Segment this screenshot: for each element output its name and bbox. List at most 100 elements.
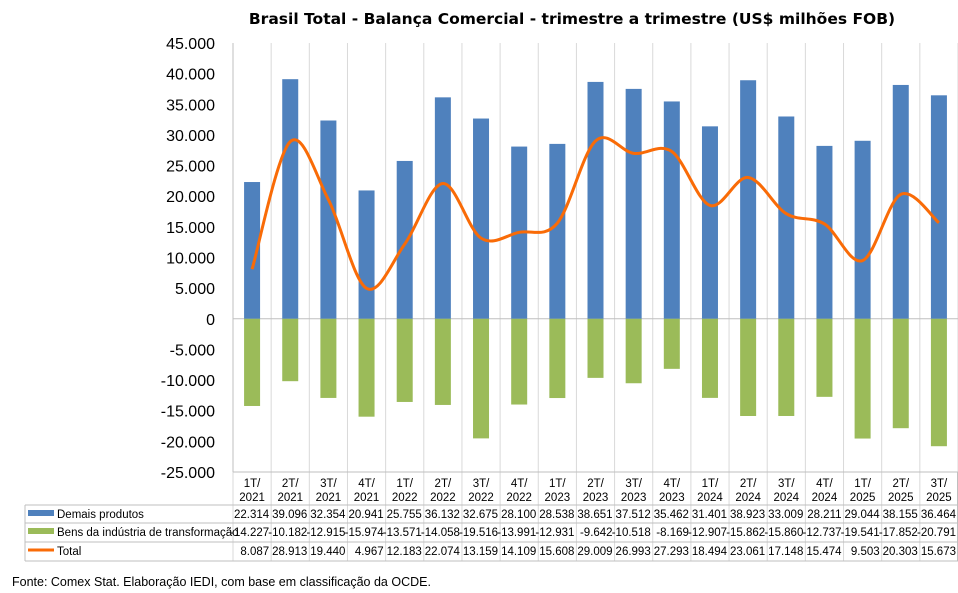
legend-key — [28, 510, 54, 516]
category-label: 2025 — [926, 492, 952, 504]
bar-bens-industria — [740, 318, 757, 416]
y-tick-label: -20.000 — [161, 434, 215, 451]
y-tick-label: 10.000 — [166, 251, 215, 268]
table-cell: 15.673 — [921, 546, 956, 558]
category-label: 3T/ — [625, 478, 642, 490]
table-cell: 32.354 — [310, 509, 346, 521]
category-label: 2022 — [430, 492, 456, 504]
table-cell: -8.169 — [656, 527, 689, 539]
table-cell: -12.907 — [688, 527, 727, 539]
table-cell: -12.737 — [803, 527, 842, 539]
table-cell: 31.401 — [692, 509, 727, 521]
table-cell: 25.755 — [387, 509, 422, 521]
table-cell: 28.538 — [539, 509, 574, 521]
table-cell: 20.941 — [348, 509, 383, 521]
table-cell: -12.931 — [535, 527, 574, 539]
table-cell: 33.009 — [768, 509, 803, 521]
category-label: 2023 — [621, 492, 647, 504]
category-label: 2021 — [354, 492, 380, 504]
category-label: 2T/ — [282, 478, 299, 490]
category-label: 3T/ — [320, 478, 337, 490]
category-label: 2022 — [506, 492, 532, 504]
category-label: 2025 — [850, 492, 876, 504]
table-cell: -13.991 — [497, 527, 536, 539]
bar-bens-industria — [778, 318, 795, 416]
category-label: 1T/ — [396, 478, 413, 490]
table-cell: -17.852 — [879, 527, 918, 539]
category-label: 2024 — [735, 492, 761, 504]
y-tick-label: -25.000 — [161, 465, 215, 482]
table-cell: 17.148 — [768, 546, 803, 558]
bar-bens-industria — [320, 318, 337, 398]
category-label: 4T/ — [511, 478, 528, 490]
y-tick-label: -5.000 — [170, 342, 215, 359]
bar-bens-industria — [625, 318, 642, 384]
bar-bens-industria — [663, 318, 680, 369]
table-cell: 14.109 — [501, 546, 536, 558]
table-cell: 38.651 — [577, 509, 612, 521]
bar-bens-industria — [930, 318, 947, 447]
table-cell: 36.132 — [425, 509, 460, 521]
category-label: 4T/ — [358, 478, 375, 490]
bar-demais-produtos — [778, 116, 795, 319]
category-label: 1T/ — [702, 478, 719, 490]
category-label: 2021 — [316, 492, 342, 504]
chart-title: Brasil Total - Balança Comercial - trime… — [249, 10, 895, 28]
table-cell: -15.860 — [764, 527, 803, 539]
category-label: 2025 — [888, 492, 914, 504]
table-cell: -15.974 — [345, 527, 385, 539]
table-cell: 38.155 — [883, 509, 918, 521]
y-tick-label: 15.000 — [166, 220, 215, 237]
table-cell: 28.100 — [501, 509, 536, 521]
category-label: 2023 — [545, 492, 571, 504]
y-tick-label: -10.000 — [161, 373, 215, 390]
bar-demais-produtos — [358, 190, 375, 319]
bar-demais-produtos — [434, 97, 451, 319]
bar-demais-produtos — [740, 80, 757, 319]
series-label: Total — [57, 546, 81, 558]
category-label: 2T/ — [740, 478, 757, 490]
bar-bens-industria — [816, 318, 833, 397]
bar-bens-industria — [244, 318, 261, 406]
category-label: 2023 — [583, 492, 609, 504]
table-cell: -12.915 — [306, 527, 345, 539]
bar-demais-produtos — [816, 145, 833, 319]
bar-demais-produtos — [663, 101, 680, 319]
y-tick-label: 40.000 — [166, 67, 215, 84]
table-cell: 12.183 — [387, 546, 422, 558]
bar-demais-produtos — [625, 88, 642, 319]
category-label: 2T/ — [892, 478, 909, 490]
category-label: 3T/ — [473, 478, 490, 490]
table-cell: 35.462 — [654, 509, 689, 521]
category-label: 2022 — [392, 492, 418, 504]
category-label: 2T/ — [435, 478, 452, 490]
y-tick-label: 5.000 — [175, 281, 215, 298]
category-label: 4T/ — [816, 478, 833, 490]
series-label: Bens da indústria de transformação — [57, 527, 239, 539]
bar-demais-produtos — [892, 84, 909, 319]
table-cell: 4.967 — [355, 546, 384, 558]
category-label: 2024 — [773, 492, 799, 504]
table-cell: 22.074 — [425, 546, 461, 558]
source-note: Fonte: Comex Stat. Elaboração IEDI, com … — [12, 575, 431, 589]
y-tick-label: 25.000 — [166, 159, 215, 176]
table-cell: -15.862 — [726, 527, 765, 539]
table-cell: -10.182 — [268, 527, 307, 539]
y-tick-label: 30.000 — [166, 128, 215, 145]
bar-bens-industria — [282, 318, 299, 382]
category-label: 1T/ — [244, 478, 261, 490]
bar-bens-industria — [473, 318, 490, 439]
table-cell: 18.494 — [692, 546, 728, 558]
table-cell: -20.791 — [917, 527, 956, 539]
category-label: 1T/ — [854, 478, 871, 490]
table-cell: 22.314 — [234, 509, 270, 521]
table-cell: 26.993 — [616, 546, 651, 558]
series-label: Demais produtos — [57, 509, 144, 521]
bar-demais-produtos — [930, 95, 947, 319]
bar-demais-produtos — [587, 81, 604, 319]
bar-bens-industria — [434, 318, 451, 405]
table-cell: 15.608 — [539, 546, 574, 558]
bar-demais-produtos — [244, 182, 261, 319]
legend-key — [28, 528, 54, 534]
